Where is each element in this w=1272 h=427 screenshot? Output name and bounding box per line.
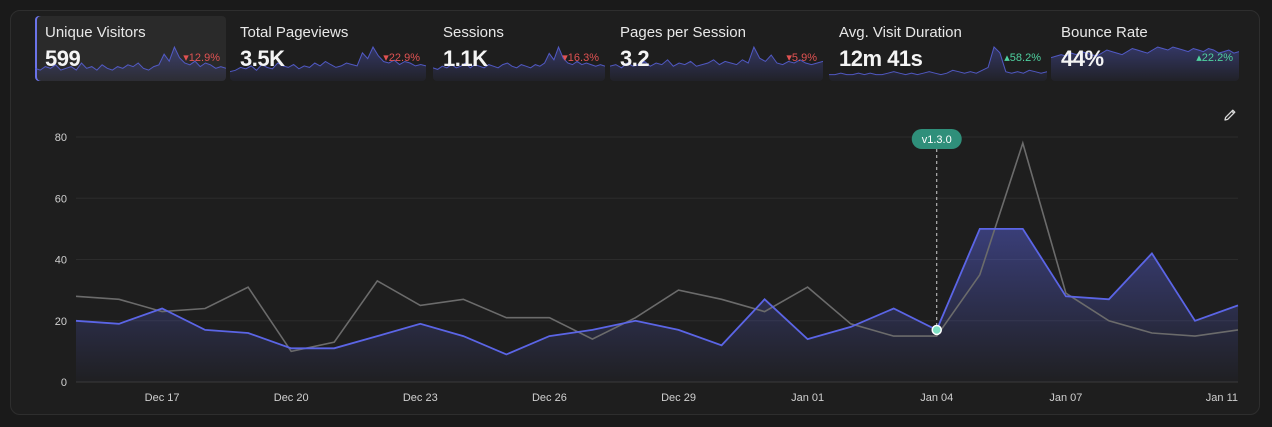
metric-card[interactable]: Pages per Session 3.2 ▾5.9%	[610, 16, 823, 81]
metric-card[interactable]: Total Pageviews 3.5K ▾22.9%	[230, 16, 426, 81]
metric-change: ▴58.2%	[1004, 51, 1041, 64]
metric-label: Total Pageviews	[240, 24, 349, 41]
metric-label: Bounce Rate	[1061, 24, 1148, 41]
sparkline	[35, 45, 226, 81]
metric-label: Avg. Visit Duration	[839, 24, 962, 41]
metric-label: Pages per Session	[620, 24, 746, 41]
metric-value: 12m 41s	[839, 46, 923, 71]
sparkline-line	[829, 46, 1047, 76]
x-tick-label: Dec 26	[532, 392, 567, 404]
metric-value: 3.2	[620, 46, 650, 71]
sparkline-line	[230, 45, 426, 73]
y-tick-label: 0	[61, 377, 67, 389]
y-tick-label: 80	[55, 132, 67, 144]
x-tick-label: Dec 17	[145, 392, 180, 404]
release-badge-label: v1.3.0	[922, 134, 952, 146]
sparkline-line	[433, 45, 605, 70]
x-tick-label: Jan 04	[920, 392, 953, 404]
x-tick-label: Jan 07	[1049, 392, 1082, 404]
metric-change-value: 22.9%	[388, 52, 420, 64]
triangle-up-icon: ▴	[1196, 52, 1202, 64]
x-tick-label: Dec 20	[274, 392, 309, 404]
y-tick-label: 20	[55, 316, 67, 328]
triangle-down-icon: ▾	[383, 52, 389, 64]
metric-change: ▾12.9%	[183, 51, 220, 64]
metric-card[interactable]: Sessions 1.1K ▾16.3%	[433, 16, 605, 81]
metric-change-value: 58.2%	[1009, 52, 1041, 64]
edit-icon[interactable]	[1222, 107, 1238, 123]
metric-change: ▾22.9%	[383, 51, 420, 64]
metric-change-value: 22.2%	[1201, 52, 1233, 64]
x-tick-label: Jan 11	[1206, 392, 1238, 404]
series-line	[75, 228, 1239, 356]
metric-change-value: 5.9%	[791, 52, 817, 64]
sparkline-area	[610, 47, 823, 81]
y-tick-label: 40	[55, 255, 67, 267]
sparkline	[829, 46, 1047, 81]
sparkline-line	[1051, 46, 1239, 59]
release-point	[931, 324, 942, 336]
triangle-down-icon: ▾	[183, 52, 189, 64]
metric-card[interactable]: Avg. Visit Duration 12m 41s ▴58.2%	[829, 16, 1047, 81]
metric-change-value: 16.3%	[567, 52, 599, 64]
sparkline-area	[230, 47, 426, 81]
sparkline	[1051, 46, 1239, 81]
metric-change-value: 12.9%	[188, 52, 220, 64]
triangle-up-icon: ▴	[1004, 52, 1010, 64]
x-tick-label: Dec 23	[403, 392, 438, 404]
triangle-down-icon: ▾	[562, 52, 568, 64]
metric-label: Unique Visitors	[45, 24, 146, 41]
sparkline	[433, 45, 605, 81]
triangle-down-icon: ▾	[786, 52, 792, 64]
series-line	[75, 140, 1239, 353]
metric-card[interactable]: Unique Visitors 599 ▾12.9%	[35, 16, 226, 81]
metric-card[interactable]: Bounce Rate 44% ▴22.2%	[1051, 16, 1239, 81]
sparkline	[610, 45, 823, 81]
sparkline-line	[610, 45, 823, 69]
metric-value: 3.5K	[240, 46, 285, 71]
sparkline-line	[35, 45, 226, 71]
sparkline	[230, 45, 426, 81]
metric-value: 44%	[1061, 46, 1104, 71]
metric-change: ▾16.3%	[562, 51, 599, 64]
x-tick-label: Dec 29	[661, 392, 696, 404]
metric-change: ▾5.9%	[786, 51, 817, 64]
metric-value: 1.1K	[443, 46, 488, 71]
y-tick-label: 60	[55, 193, 67, 205]
sparkline-area	[829, 47, 1047, 81]
metric-label: Sessions	[443, 24, 504, 41]
x-tick-label: Jan 01	[791, 392, 824, 404]
metric-value: 599	[45, 46, 81, 71]
series-area	[76, 228, 1238, 382]
metric-change: ▴22.2%	[1196, 51, 1233, 64]
release-badge[interactable]	[911, 129, 962, 149]
